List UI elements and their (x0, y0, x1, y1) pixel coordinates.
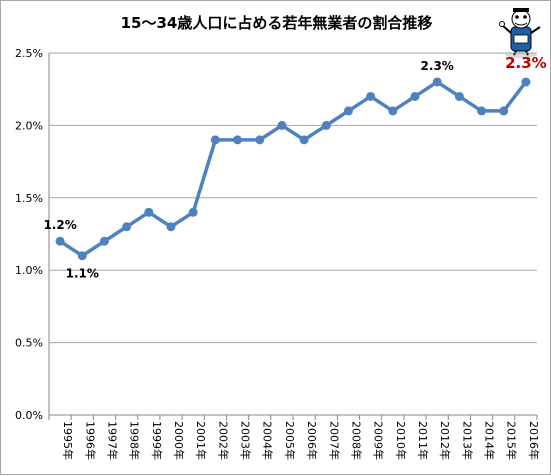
data-point (122, 222, 132, 232)
x-tick-label: 2011年 (416, 421, 430, 460)
x-tick-label: 2002年 (216, 421, 230, 460)
data-label: 1.2% (43, 218, 76, 232)
x-tick-label: 2000年 (172, 421, 186, 460)
x-tick-label: 2004年 (261, 421, 275, 460)
x-tick-label: 2012年 (438, 421, 452, 460)
data-point (166, 222, 176, 232)
x-tick-label: 1996年 (83, 421, 97, 460)
data-point (432, 77, 442, 87)
data-label: 1.1% (66, 267, 99, 281)
data-point (210, 135, 220, 145)
data-label: 2.3% (505, 54, 547, 72)
data-point (366, 91, 376, 101)
x-tick-label: 2009年 (372, 421, 386, 460)
y-tick-label: 1.0% (15, 264, 43, 277)
data-point (343, 106, 353, 116)
chart-title: 15～34歳人口に占める若年無業者の割合推移 (120, 14, 433, 32)
x-tick-label: 2006年 (305, 421, 319, 460)
data-point (477, 106, 487, 116)
x-tick-label: 2013年 (460, 421, 474, 460)
data-point (410, 91, 420, 101)
y-tick-label: 1.5% (15, 192, 43, 205)
x-tick-label: 2008年 (349, 421, 363, 460)
x-tick-label: 1998年 (128, 421, 142, 460)
data-point (233, 135, 243, 145)
y-tick-label: 2.0% (15, 119, 43, 132)
y-tick-label: 0.0% (15, 409, 43, 422)
data-label: 2.3% (421, 59, 454, 73)
x-tick-label: 2010年 (394, 421, 408, 460)
x-tick-label: 1997年 (105, 421, 119, 460)
series-line (59, 80, 528, 258)
data-point (454, 91, 464, 101)
y-tick-label: 0.5% (15, 337, 43, 350)
data-point (144, 207, 154, 217)
x-tick-label: 2001年 (194, 421, 208, 460)
x-tick-label: 2007年 (327, 421, 341, 460)
y-tick-label: 2.5% (15, 47, 43, 60)
data-point (499, 106, 509, 116)
data-point (77, 251, 87, 261)
x-tick-label: 2005年 (283, 421, 297, 460)
data-point (188, 207, 198, 217)
data-point (99, 236, 109, 246)
x-tick-label: 1995年 (61, 421, 75, 460)
data-point (521, 77, 531, 87)
data-point (321, 120, 331, 130)
x-tick-label: 2003年 (239, 421, 253, 460)
x-tick-label: 2015年 (505, 421, 519, 460)
data-point (55, 236, 65, 246)
data-point (299, 135, 309, 145)
data-point (277, 120, 287, 130)
data-point (255, 135, 265, 145)
x-tick-label: 1999年 (150, 421, 164, 460)
data-point (388, 106, 398, 116)
x-tick-label: 2016年 (527, 421, 541, 460)
x-tick-label: 2014年 (483, 421, 497, 460)
